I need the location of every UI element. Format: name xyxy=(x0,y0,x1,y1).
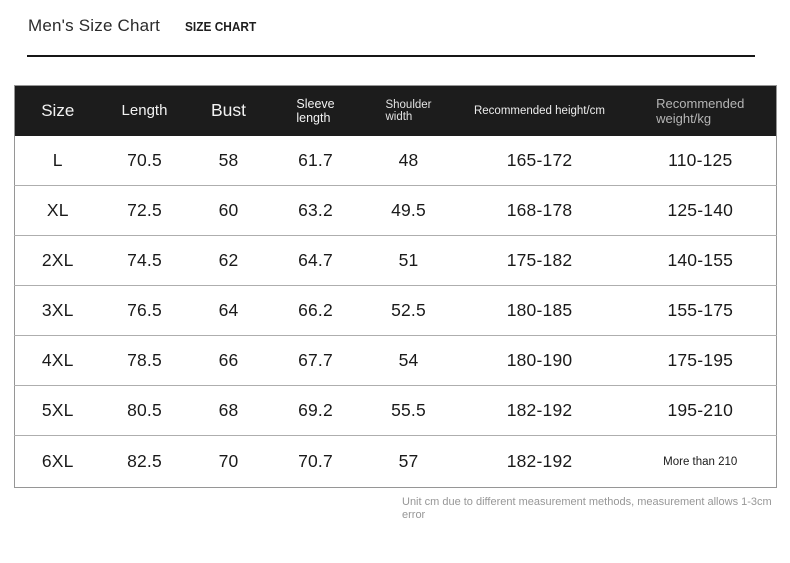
cell-size: 5XL xyxy=(41,400,74,420)
table-header-row: Size Length Bust Sleeve length Shoulder widt… xyxy=(14,85,777,136)
cell-bust: 66 xyxy=(218,350,239,370)
cell-length: 80.5 xyxy=(127,400,162,420)
column-header-size: Size xyxy=(15,86,101,136)
cell-length: 78.5 xyxy=(127,350,162,370)
cell-sleeve-length: 63.2 xyxy=(298,200,333,220)
title-divider xyxy=(27,55,755,57)
cell-recommended-height: 182-192 xyxy=(506,400,573,420)
cell-length: 82.5 xyxy=(127,451,162,471)
table-row: 4XL 78.5 66 67.7 54 180-190 175-195 xyxy=(14,335,777,386)
title-row: Men's Size Chart SIZE CHART xyxy=(28,16,260,36)
cell-recommended-weight: 175-195 xyxy=(667,350,734,370)
column-header-label: Bust xyxy=(210,100,247,121)
table-row: XL 72.5 60 63.2 49.5 168-178 125-140 xyxy=(14,185,777,236)
table-row: L 70.5 58 61.7 48 165-172 110-125 xyxy=(14,135,777,186)
column-header-label: Shoulder width xyxy=(385,98,432,123)
cell-size: 2XL xyxy=(41,250,74,270)
cell-recommended-weight: 110-125 xyxy=(668,149,733,170)
cell-length: 74.5 xyxy=(127,250,162,270)
column-header-label: Size xyxy=(41,100,75,120)
page-subtitle: SIZE CHART xyxy=(185,20,257,34)
cell-shoulder-width: 54 xyxy=(398,350,419,370)
cell-bust: 70 xyxy=(218,451,239,471)
column-header-recommended-weight: Recommended weight/kg xyxy=(625,86,777,136)
column-header-bust: Bust xyxy=(189,86,269,136)
column-header-label: Recommended weight/kg xyxy=(656,95,745,126)
cell-shoulder-width: 57 xyxy=(398,451,419,471)
cell-size: L xyxy=(52,149,63,170)
cell-shoulder-width: 52.5 xyxy=(391,300,426,320)
cell-size: 6XL xyxy=(41,451,74,471)
cell-shoulder-width: 49.5 xyxy=(391,200,426,220)
cell-bust: 58 xyxy=(218,149,239,170)
table-row: 2XL 74.5 62 64.7 51 175-182 140-155 xyxy=(14,235,777,286)
column-header-recommended-height: Recommended height/cm xyxy=(455,86,625,136)
cell-bust: 62 xyxy=(218,250,239,270)
measurement-footnote: Unit cm due to different measurement met… xyxy=(402,496,772,521)
cell-shoulder-width: 51 xyxy=(398,250,419,270)
table-header: Size Length Bust Sleeve length Shoulder widt… xyxy=(14,85,777,136)
cell-bust: 64 xyxy=(218,300,239,320)
cell-length: 70.5 xyxy=(127,149,162,170)
cell-size: 4XL xyxy=(41,350,74,370)
column-header-shoulder-width: Shoulder width xyxy=(363,86,455,136)
column-header-label: Length xyxy=(121,102,168,120)
column-header-sleeve-length: Sleeve length xyxy=(269,86,363,136)
column-header-label: Sleeve length xyxy=(296,96,335,125)
column-header-length: Length xyxy=(101,86,189,136)
cell-sleeve-length: 66.2 xyxy=(298,300,333,320)
cell-sleeve-length: 64.7 xyxy=(298,250,333,270)
cell-recommended-weight: 155-175 xyxy=(667,300,734,320)
cell-sleeve-length: 61.7 xyxy=(298,149,333,170)
cell-length: 76.5 xyxy=(127,300,162,320)
cell-recommended-height: 180-190 xyxy=(506,350,573,370)
cell-shoulder-width: 48 xyxy=(398,149,419,170)
table-row: 3XL 76.5 64 66.2 52.5 180-185 155-175 xyxy=(14,285,777,336)
size-table: Size Length Bust Sleeve length Shoulder widt… xyxy=(14,85,777,488)
cell-recommended-weight: More than 210 xyxy=(663,455,738,468)
cell-recommended-weight: 140-155 xyxy=(667,250,734,270)
cell-shoulder-width: 55.5 xyxy=(391,400,426,420)
cell-sleeve-length: 70.7 xyxy=(298,451,333,471)
cell-recommended-height: 180-185 xyxy=(506,300,573,320)
table-row: 5XL 80.5 68 69.2 55.5 182-192 195-210 xyxy=(14,385,777,436)
column-header-label: Recommended height/cm xyxy=(473,104,606,117)
table-row: 6XL 82.5 70 70.7 57 182-192 More than 210 xyxy=(14,435,777,488)
page-title: Men's Size Chart xyxy=(28,16,161,35)
table-body: L 70.5 58 61.7 48 165-172 110-125 XL 72.5 60 63.2 4… xyxy=(14,135,777,488)
cell-bust: 68 xyxy=(218,400,239,420)
cell-recommended-height: 175-182 xyxy=(506,250,573,270)
cell-sleeve-length: 67.7 xyxy=(298,350,333,370)
cell-recommended-height: 165-172 xyxy=(506,149,573,170)
cell-bust: 60 xyxy=(218,200,239,220)
cell-recommended-weight: 125-140 xyxy=(667,200,734,220)
cell-recommended-weight: 195-210 xyxy=(667,400,734,420)
cell-size: 3XL xyxy=(41,300,74,320)
cell-sleeve-length: 69.2 xyxy=(298,400,333,420)
cell-recommended-height: 182-192 xyxy=(506,451,573,471)
cell-length: 72.5 xyxy=(127,200,162,220)
cell-recommended-height: 168-178 xyxy=(506,200,573,220)
cell-size: XL xyxy=(46,200,69,220)
